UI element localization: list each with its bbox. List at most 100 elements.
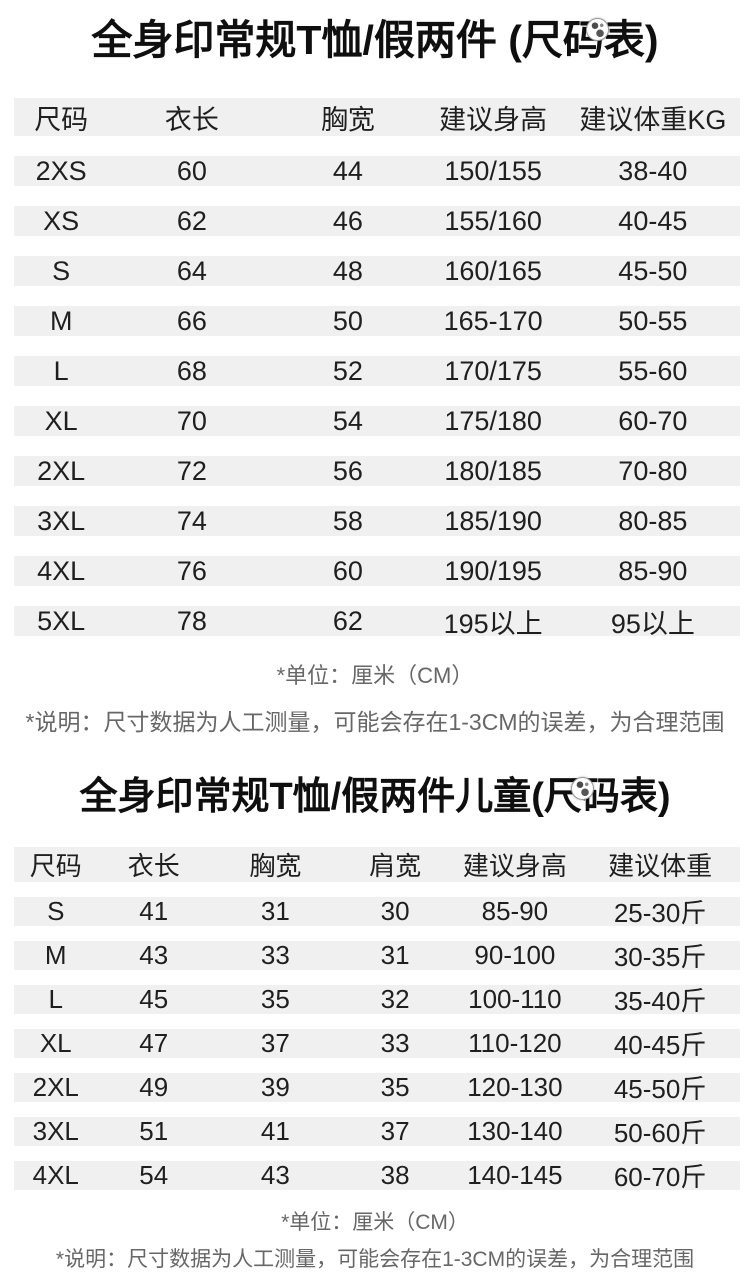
table-cell: S <box>52 255 71 286</box>
table-cell: 68 <box>176 355 207 386</box>
table-cell: 25-30斤 <box>613 897 707 928</box>
measurement-disclaimer-note: *说明：尺寸数据为人工测量，可能会存在1-3CM的误差，为合理范围 <box>55 1247 695 1271</box>
table-row: S 41 31 30 85-90 25-30斤 <box>14 895 740 928</box>
table-cell: 38 <box>380 1159 410 1190</box>
table-cell: 95以上 <box>610 608 695 639</box>
column-header: 胸宽 <box>249 850 302 881</box>
table-row: 2XL 49 39 35 120-130 45-50斤 <box>14 1071 740 1104</box>
table-cell: 62 <box>332 605 363 636</box>
table-cell: M <box>49 305 73 336</box>
table-cell: 85-90 <box>481 895 549 926</box>
ball-sticker-icon <box>586 18 610 41</box>
table-cell: 64 <box>176 255 207 286</box>
table-cell: 43 <box>260 1159 290 1190</box>
column-header: 建议身高 <box>439 104 548 135</box>
column-header: 衣长 <box>164 104 219 135</box>
column-header: 尺码 <box>29 850 82 881</box>
table-cell: 78 <box>176 605 207 636</box>
column-header: 建议身高 <box>462 850 567 881</box>
table-cell: 2XL <box>37 455 86 486</box>
table-cell: 37 <box>380 1115 410 1146</box>
column-header: 建议体重 <box>608 850 713 881</box>
table-cell: 4XL <box>37 555 86 586</box>
table-cell: 48 <box>332 255 363 286</box>
table-row: 4XL 76 60 190/195 85-90 <box>14 555 740 587</box>
table-cell: 150/155 <box>444 155 542 186</box>
kids-size-table: 尺码 衣长 胸宽 肩宽 建议身高 建议体重 S 41 31 30 85-90 25-30斤 M 43 33 3… <box>14 846 740 1192</box>
table-cell: 52 <box>332 355 363 386</box>
table-cell: 62 <box>176 205 207 236</box>
table-cell: 30 <box>380 895 410 926</box>
table-cell: 30-35斤 <box>613 941 707 972</box>
table-cell: 31 <box>260 895 290 926</box>
table-cell: 38-40 <box>618 155 688 186</box>
table-row: XL 70 54 175/180 60-70 <box>14 405 740 437</box>
adult-size-table: 尺码 衣长 胸宽 建议身高 建议体重KG 2XS 60 44 150/155 38-40 XS 62 4… <box>14 98 740 639</box>
table-row: S 64 48 160/165 45-50 <box>14 255 740 287</box>
table-cell: 160/165 <box>444 255 542 286</box>
table-row: XL 47 37 33 110-120 40-45斤 <box>14 1027 740 1060</box>
kids-size-chart-section: 全身印常规T恤/假两件儿童(尺码表) 尺码 衣长 胸宽 肩宽 建议身高 建议体重 S 41 31… <box>0 775 750 1273</box>
table-cell: 43 <box>139 939 169 970</box>
table-cell: 130-140 <box>467 1115 563 1146</box>
table-cell: 47 <box>139 1027 169 1058</box>
table-cell: 120-130 <box>467 1071 563 1102</box>
table-row: XS 62 46 155/160 40-45 <box>14 205 740 237</box>
table-row: M 43 33 31 90-100 30-35斤 <box>14 939 740 972</box>
table-cell: 3XL <box>37 505 86 536</box>
table-cell: 66 <box>176 305 207 336</box>
unit-note: *单位：厘米（CM） <box>276 663 474 689</box>
table-cell: M <box>44 939 67 970</box>
table-cell: 56 <box>332 455 363 486</box>
table-cell: 35-40斤 <box>613 985 707 1016</box>
table-cell: 60 <box>176 155 207 186</box>
table-cell: 70 <box>176 405 207 436</box>
table-cell: 155/160 <box>444 205 542 236</box>
table-cell: XS <box>43 205 80 236</box>
table-cell: 33 <box>260 939 290 970</box>
column-header: 尺码 <box>34 104 89 135</box>
table-cell: 60 <box>332 555 363 586</box>
table-cell: 44 <box>332 155 363 186</box>
table-cell: 50-60斤 <box>613 1117 707 1148</box>
table-row: 3XL 51 41 37 130-140 50-60斤 <box>14 1115 740 1148</box>
table-cell: L <box>48 983 63 1014</box>
table-cell: 2XS <box>35 155 87 186</box>
table-cell: 170/175 <box>444 355 542 386</box>
table-cell: 60-70 <box>618 405 688 436</box>
table-cell: 195以上 <box>443 608 543 639</box>
table-cell: 100-110 <box>468 983 562 1014</box>
table-cell: 54 <box>332 405 363 436</box>
table-cell: 40-45 <box>618 205 688 236</box>
table-cell: 41 <box>139 895 169 926</box>
table-row: 3XL 74 58 185/190 80-85 <box>14 505 740 537</box>
table-cell: 39 <box>260 1071 290 1102</box>
table-cell: 5XL <box>37 605 86 636</box>
table-cell: 3XL <box>32 1115 79 1146</box>
table-cell: 185/190 <box>444 505 542 536</box>
table-cell: S <box>47 895 65 926</box>
adult-title-text: 全身印常规T恤/假两件 (尺码表) <box>91 17 659 63</box>
column-header: 衣长 <box>127 850 180 881</box>
table-cell: 58 <box>332 505 363 536</box>
table-cell: 180/185 <box>444 455 542 486</box>
table-cell: 72 <box>176 455 207 486</box>
table-cell: 35 <box>260 983 290 1014</box>
table-cell: 32 <box>380 983 410 1014</box>
unit-note: *单位：厘米（CM） <box>281 1210 469 1234</box>
table-row: 2XS 60 44 150/155 38-40 <box>14 155 740 187</box>
table-cell: 110-120 <box>468 1027 562 1058</box>
table-cell: 54 <box>139 1159 169 1190</box>
table-header-row: 尺码 衣长 胸宽 肩宽 建议身高 建议体重 <box>14 846 740 882</box>
column-header: 建议体重KG <box>579 104 727 135</box>
table-cell: 35 <box>380 1071 410 1102</box>
table-header-row: 尺码 衣长 胸宽 建议身高 建议体重KG <box>14 98 740 137</box>
table-cell: 45-50斤 <box>613 1073 707 1104</box>
table-cell: XL <box>39 1027 72 1058</box>
table-cell: 76 <box>176 555 207 586</box>
table-row: M 66 50 165-170 50-55 <box>14 305 740 337</box>
table-cell: 46 <box>332 205 363 236</box>
table-cell: XL <box>44 405 78 436</box>
table-cell: 70-80 <box>618 455 688 486</box>
ball-sticker-icon <box>571 777 595 801</box>
